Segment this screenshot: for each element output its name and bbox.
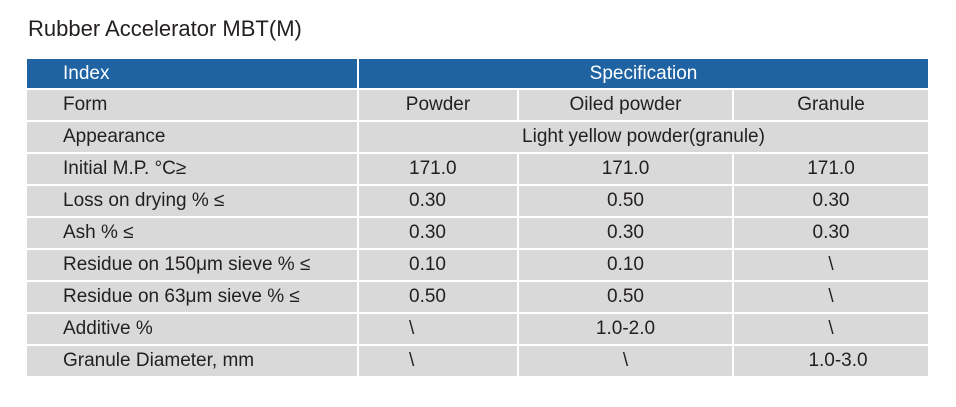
cell-granule: 0.30 [733,217,929,250]
row-label: Loss on drying % ≤ [27,185,359,218]
table-row: Ash % ≤ 0.30 0.30 0.30 [27,217,929,250]
row-label: Appearance [27,121,359,154]
cell-powder: 0.30 [358,217,519,250]
specification-table: Index Specification Form Powder Oiled po… [27,59,929,378]
cell-appearance-merged: Light yellow powder(granule) [358,121,929,154]
header-index: Index [27,59,359,90]
cell-oiled-powder: \ [518,345,734,378]
cell-oiled-powder: 0.30 [518,217,734,250]
cell-powder: \ [358,345,519,378]
page-title: Rubber Accelerator MBT(M) [28,16,302,41]
table-row-appearance: Appearance Light yellow powder(granule) [27,121,929,154]
cell-oiled-powder: Oiled powder [518,89,734,122]
cell-oiled-powder: 0.10 [518,249,734,282]
cell-powder: 0.50 [358,281,519,314]
table-row: Initial M.P. °C≥ 171.0 171.0 171.0 [27,153,929,186]
table-row-form: Form Powder Oiled powder Granule [27,89,929,122]
cell-powder: \ [358,313,519,346]
row-label: Form [27,89,359,122]
cell-powder: 0.10 [358,249,519,282]
cell-granule: 0.30 [733,185,929,218]
cell-powder: 0.30 [358,185,519,218]
table-row: Residue on 63μm sieve % ≤ 0.50 0.50 \ [27,281,929,314]
table-row: Residue on 150μm sieve % ≤ 0.10 0.10 \ [27,249,929,282]
table-row: Loss on drying % ≤ 0.30 0.50 0.30 [27,185,929,218]
cell-granule: 171.0 [733,153,929,186]
cell-oiled-powder: 171.0 [518,153,734,186]
table-header-row: Index Specification [27,59,929,90]
cell-granule: \ [733,281,929,314]
row-label: Additive % [27,313,359,346]
header-specification: Specification [358,59,929,90]
row-label: Residue on 150μm sieve % ≤ [27,249,359,282]
cell-powder: 171.0 [358,153,519,186]
row-label: Initial M.P. °C≥ [27,153,359,186]
cell-granule: 1.0-3.0 [733,345,929,378]
row-label: Ash % ≤ [27,217,359,250]
cell-oiled-powder: 1.0-2.0 [518,313,734,346]
cell-oiled-powder: 0.50 [518,185,734,218]
row-label: Residue on 63μm sieve % ≤ [27,281,359,314]
cell-granule: \ [733,249,929,282]
cell-granule: \ [733,313,929,346]
table-row: Granule Diameter, mm \ \ 1.0-3.0 [27,345,929,378]
table-row: Additive % \ 1.0-2.0 \ [27,313,929,346]
cell-granule: Granule [733,89,929,122]
cell-powder: Powder [358,89,519,122]
cell-oiled-powder: 0.50 [518,281,734,314]
row-label: Granule Diameter, mm [27,345,359,378]
